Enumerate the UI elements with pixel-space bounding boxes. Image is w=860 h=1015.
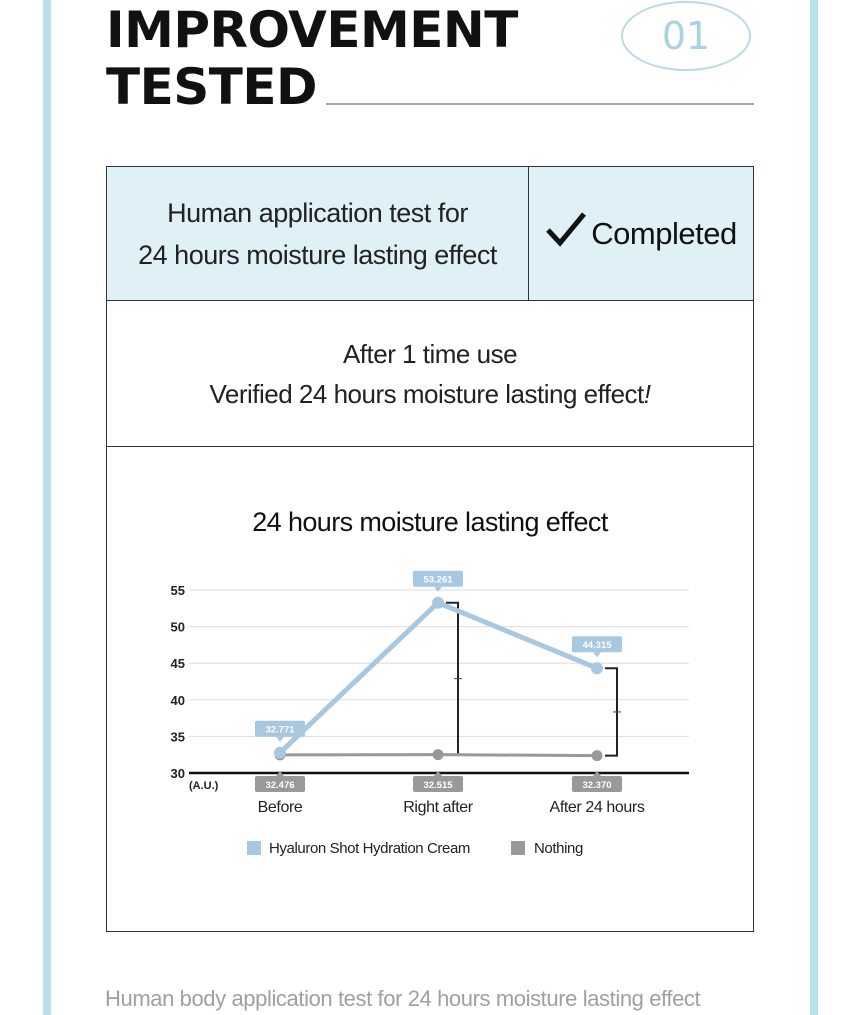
footer-caption: Human body application test for 24 hours… — [105, 986, 701, 1011]
data-label-nothing: 32.515 — [423, 780, 453, 791]
checkmark-icon — [546, 211, 587, 247]
point-cream — [432, 596, 444, 609]
point-nothing — [591, 750, 603, 762]
test-status-cell: Completed — [529, 167, 753, 300]
test-description-line-2: 24 hours moisture lasting effect — [138, 239, 497, 270]
x-category-label: After 24 hours — [550, 799, 645, 816]
data-label-cream-pointer — [276, 736, 284, 742]
data-label-cream-box — [572, 636, 622, 653]
data-label-nothing-box — [413, 776, 463, 792]
moisture-line-chart: 30 35 40 45 50 55 (A.U.) Before Right after After… — [171, 570, 689, 857]
data-label-cream-pointer — [434, 586, 442, 592]
title-line-1: IMPROVEMENT — [106, 1, 518, 59]
y-tick-label: 45 — [171, 656, 185, 671]
result-row: After 1 time use Verified 24 hours moist… — [107, 301, 753, 447]
y-tick-label: 50 — [171, 620, 185, 635]
y-tick-label: 35 — [171, 729, 185, 744]
y-tick-label: 55 — [171, 583, 185, 598]
data-label-cream: 44.315 — [582, 640, 612, 651]
legend-swatch-nothing — [511, 841, 525, 855]
result-exclamation: ! — [643, 378, 651, 409]
title-line-2: TESTED — [106, 58, 318, 116]
x-category-label: Before — [258, 799, 303, 816]
section-number-badge: 01 — [621, 1, 751, 71]
data-label-nothing-pointer — [434, 771, 442, 776]
data-label-nothing-pointer — [593, 771, 601, 776]
data-label-nothing-box — [572, 776, 622, 792]
point-nothing — [432, 749, 444, 761]
legend-label-nothing: Nothing — [534, 840, 583, 857]
title-divider — [326, 103, 754, 105]
test-result-table: Human application test for 24 hours mois… — [106, 166, 754, 932]
right-accent-bar — [810, 0, 818, 1015]
legend-swatch-cream — [247, 841, 261, 855]
result-line-1: After 1 time use — [342, 338, 518, 369]
left-accent-bar — [43, 0, 51, 1015]
test-header-row: Human application test for 24 hours mois… — [107, 167, 753, 301]
data-label-nothing: 32.370 — [582, 780, 611, 791]
point-cream — [274, 746, 286, 759]
data-label-cream-box — [413, 570, 463, 587]
data-label-nothing-pointer — [276, 771, 284, 776]
point-cream — [591, 662, 603, 675]
legend-label-cream: Hyaluron Shot Hydration Cream — [269, 840, 470, 857]
data-label-nothing-box — [255, 776, 305, 792]
result-line-2: Verified 24 hours moisture lasting effec… — [209, 374, 650, 414]
data-label-cream-pointer — [593, 652, 601, 658]
data-label-nothing: 32.476 — [265, 780, 294, 791]
page-title: IMPROVEMENT TESTED — [106, 2, 518, 116]
result-line-2-text: Verified 24 hours moisture lasting effec… — [209, 378, 644, 409]
y-tick-label: 30 — [171, 766, 185, 781]
data-label-cream: 53.261 — [423, 575, 453, 586]
data-label-cream: 32.771 — [265, 725, 295, 736]
chart-title: 24 hours moisture lasting effect — [252, 507, 608, 537]
y-tick-label: 40 — [171, 693, 185, 708]
test-description-line-1: Human application test for — [167, 197, 468, 228]
x-category-label: Right after — [403, 799, 473, 816]
test-status-label: Completed — [591, 215, 737, 251]
data-label-cream-box — [255, 720, 305, 737]
unit-label: (A.U.) — [189, 780, 219, 792]
test-description-cell: Human application test for 24 hours mois… — [107, 167, 529, 300]
series-line-cream — [278, 600, 598, 755]
